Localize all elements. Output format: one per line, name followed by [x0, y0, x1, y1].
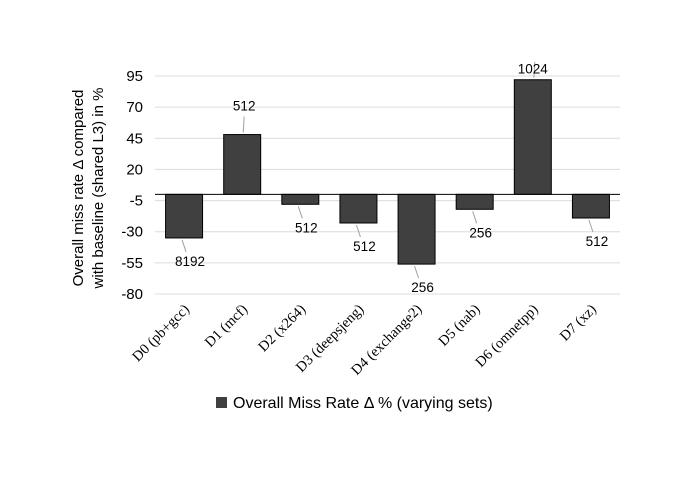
y-axis-label: Overall miss rate Δ compared with baseli… [70, 88, 107, 290]
data-label-leader [242, 116, 245, 133]
y-tick-label: 45 [126, 130, 143, 147]
x-tick-label: D1 (mcf) [202, 301, 251, 350]
bar [339, 193, 378, 224]
x-tick-label: D7 (xz) [557, 301, 600, 344]
y-tick-label: 95 [126, 68, 143, 85]
data-label-leader [355, 224, 361, 238]
legend-swatch [216, 397, 227, 408]
data-label-leader [472, 211, 478, 224]
y-tick-label: -5 [130, 193, 143, 210]
bar [571, 193, 610, 219]
y-tick-label: 20 [126, 161, 143, 178]
data-label: 8192 [175, 254, 205, 269]
x-tick-label: D2 (x264) [255, 301, 309, 355]
y-axis-label-line-2: with baseline (shared L3) in % [90, 88, 107, 290]
data-label: 512 [353, 239, 376, 254]
data-label-leader [588, 219, 594, 233]
y-tick-label: -55 [121, 255, 143, 272]
data-label-leader [533, 61, 536, 78]
data-label-leader [181, 239, 187, 253]
y-axis-ticks: 95 70 45 20 -5 -30 -55 -80 [121, 68, 143, 303]
x-axis-ticks: D0 (pb+gcc) D1 (mcf) D2 (x264)D3 (deepsjen… [129, 301, 599, 378]
data-labels: 8192 512 512 512 256 256 1024 512 [175, 62, 608, 295]
data-label: 256 [411, 280, 434, 295]
legend-label: Overall Miss Rate Δ % (varying sets) [233, 395, 493, 412]
bar [165, 193, 204, 239]
bar [223, 134, 262, 195]
data-label: 1024 [518, 62, 549, 77]
data-label: 512 [233, 99, 256, 114]
y-axis-label-line-1: Overall miss rate Δ compared [70, 90, 87, 287]
bar [513, 79, 552, 195]
x-tick-label: D5 (nab) [435, 301, 483, 349]
legend: Overall Miss Rate Δ % (varying sets) [216, 395, 493, 412]
bar [281, 193, 320, 205]
data-label: 512 [295, 220, 318, 235]
bar [397, 193, 436, 265]
data-label: 256 [469, 225, 492, 240]
bar [455, 193, 494, 210]
bars [165, 79, 610, 265]
x-tick-label: D6 (omnetpp) [473, 301, 542, 370]
y-tick-label: -30 [121, 224, 143, 241]
x-tick-label: D0 (pb+gcc) [129, 301, 193, 365]
data-label: 512 [586, 234, 609, 249]
data-label-leader [414, 265, 420, 279]
data-label-leaders [181, 61, 594, 279]
data-label-leader [297, 206, 303, 219]
y-tick-label: 70 [126, 99, 143, 116]
y-tick-label: -80 [121, 286, 143, 303]
